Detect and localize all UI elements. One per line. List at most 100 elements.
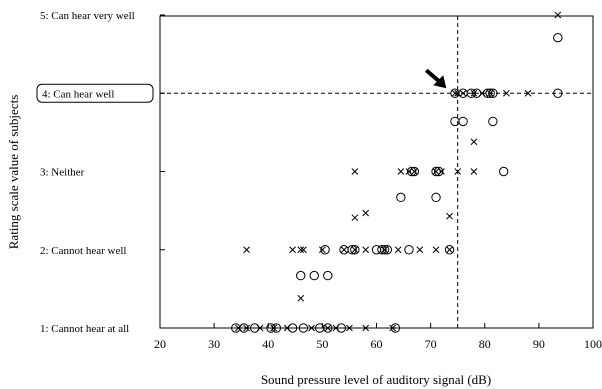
circle-marker xyxy=(431,166,441,177)
annotation-arrow xyxy=(424,68,447,89)
x-marker xyxy=(438,168,445,175)
arrow-shaft xyxy=(424,68,442,84)
circle-marker xyxy=(482,88,493,98)
x-marker xyxy=(470,89,478,97)
circle-marker xyxy=(553,88,563,98)
x-marker xyxy=(243,324,250,332)
circle-marker xyxy=(485,88,495,98)
circle-marker xyxy=(458,116,468,127)
x-tick-label: 20 xyxy=(154,337,166,351)
x-marker xyxy=(416,246,424,254)
x-marker xyxy=(362,246,370,254)
x-marker xyxy=(319,246,326,254)
x-marker xyxy=(397,168,405,175)
x-tick-label: 80 xyxy=(479,337,491,351)
x-marker xyxy=(351,168,359,175)
x-marker xyxy=(308,324,315,332)
x-marker xyxy=(351,214,359,222)
circle-marker xyxy=(379,245,390,255)
y-tick-label: 5: Can hear very well xyxy=(40,10,135,22)
x-tick-label: 90 xyxy=(533,337,545,351)
y-tick-label: 2: Cannot hear well xyxy=(40,245,126,257)
x-marker xyxy=(411,168,418,175)
circle-marker xyxy=(434,166,444,177)
x-marker xyxy=(332,324,340,332)
x-marker xyxy=(297,294,305,302)
x-marker xyxy=(243,246,250,254)
circle-marker xyxy=(404,245,414,255)
x-tick-label: 50 xyxy=(316,337,328,351)
circle-marker xyxy=(287,323,298,333)
x-tick-label: 60 xyxy=(371,337,383,351)
y-axis-ticks: 1: Cannot hear at all 2: Cannot hear well… xyxy=(36,10,165,335)
arrow-head xyxy=(433,75,447,89)
circle-marker xyxy=(350,245,360,255)
x-tick-label: 30 xyxy=(208,337,220,351)
circle-marker xyxy=(466,88,476,98)
y-tick-label: 4: Can hear well xyxy=(42,88,114,100)
circle-marker xyxy=(396,192,406,203)
x-marker xyxy=(554,11,562,19)
circle-marker xyxy=(266,323,276,333)
circle-marker xyxy=(498,166,509,177)
x-marker xyxy=(283,324,291,332)
circle-marker xyxy=(553,32,563,43)
circle-marker xyxy=(239,323,249,333)
circle-marker xyxy=(250,323,260,333)
x-marker xyxy=(459,89,467,97)
x-marker xyxy=(470,168,478,175)
x-marker xyxy=(446,212,453,220)
circle-marker xyxy=(323,323,333,333)
x-marker xyxy=(381,246,388,254)
x-marker xyxy=(351,246,359,254)
circle-marker xyxy=(406,166,417,177)
circle-marker xyxy=(298,323,309,333)
circle-marker xyxy=(444,245,455,255)
x-tick-label: 100 xyxy=(584,337,602,351)
circle-marker xyxy=(323,270,333,281)
x-marker xyxy=(486,89,494,97)
y-label-highlight-box xyxy=(36,83,154,103)
x-marker xyxy=(389,324,397,332)
x-marker xyxy=(362,209,370,217)
circle-marker xyxy=(390,323,401,333)
data-points xyxy=(231,11,563,333)
circle-marker xyxy=(309,270,319,281)
y-tick-label: 1: Cannot hear at all xyxy=(40,323,129,335)
x-marker xyxy=(289,246,296,254)
circle-marker xyxy=(377,245,387,255)
circle-marker xyxy=(488,88,498,98)
x-marker xyxy=(362,324,370,332)
circle-marker xyxy=(271,323,282,333)
x-marker xyxy=(340,246,348,254)
circle-marker xyxy=(336,323,347,333)
y-axis-title: Rating scale value of subjects xyxy=(6,95,21,250)
x-marker xyxy=(478,89,486,97)
x-marker xyxy=(524,89,532,97)
x-marker xyxy=(446,246,453,254)
x-axis-ticks: 20 30 40 50 60 70 80 90 100 xyxy=(154,323,602,351)
x-marker xyxy=(394,246,402,254)
circle-marker xyxy=(409,166,420,177)
x-marker xyxy=(346,324,353,332)
x-marker xyxy=(470,138,478,146)
plot-frame xyxy=(159,15,594,329)
x-marker xyxy=(270,324,278,332)
x-marker xyxy=(300,246,307,254)
y-tick-label: 3: Neither xyxy=(40,167,85,179)
x-marker xyxy=(256,324,264,332)
x-marker xyxy=(297,246,305,254)
x-marker xyxy=(454,89,462,97)
circle-marker xyxy=(347,245,357,255)
reference-lines xyxy=(160,16,593,328)
circle-marker xyxy=(320,245,330,255)
circle-marker xyxy=(382,245,393,255)
x-marker xyxy=(235,324,242,332)
circle-marker xyxy=(488,116,498,127)
x-marker xyxy=(454,168,462,175)
circle-marker xyxy=(431,192,441,203)
x-marker xyxy=(324,324,332,332)
x-tick-label: 40 xyxy=(262,337,274,351)
circle-marker xyxy=(471,88,482,98)
